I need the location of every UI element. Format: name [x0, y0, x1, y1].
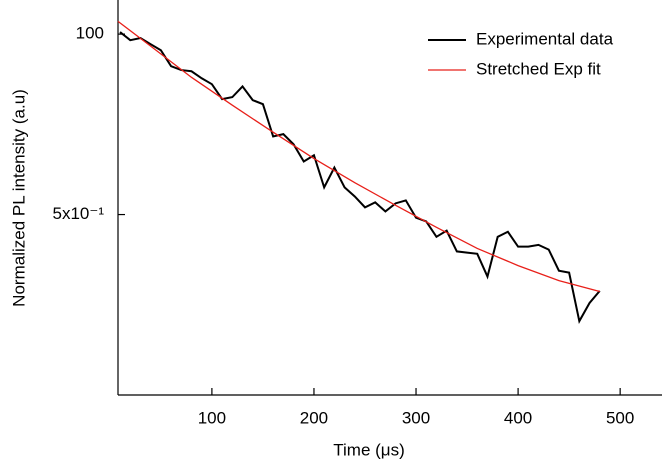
data-line	[117, 20, 600, 293]
y-axis-label: Normalized PL intensity (a.u)	[9, 89, 28, 307]
x-tick-label: 300	[402, 408, 430, 427]
legend-label: Experimental data	[476, 29, 614, 48]
y-tick-label: 5x10⁻¹	[53, 204, 105, 223]
x-axis-label: Time (μs)	[333, 440, 405, 459]
legend-label: Stretched Exp fit	[476, 59, 601, 78]
x-tick-label: 100	[198, 408, 226, 427]
x-tick-label: 400	[504, 408, 532, 427]
data-line	[119, 31, 601, 324]
y-tick-label: 100	[76, 24, 104, 43]
x-tick-label: 200	[300, 408, 328, 427]
x-tick-label: 500	[606, 408, 634, 427]
